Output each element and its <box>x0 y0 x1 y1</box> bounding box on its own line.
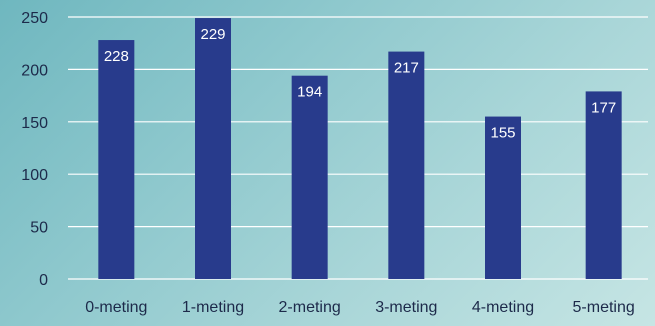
bar <box>388 51 425 279</box>
data-label: 229 <box>200 26 225 43</box>
bar <box>485 116 521 279</box>
bar <box>585 91 622 280</box>
x-tick-label: 3-meting <box>375 299 437 316</box>
bar <box>98 40 135 279</box>
bar <box>291 75 328 279</box>
y-tick-label: 100 <box>21 167 48 184</box>
y-tick-label: 200 <box>21 62 48 79</box>
x-tick-label: 0-meting <box>85 299 147 316</box>
x-tick-label: 5-meting <box>573 299 635 316</box>
y-tick-label: 50 <box>30 220 48 237</box>
data-label: 194 <box>297 84 322 101</box>
data-label: 155 <box>490 125 515 142</box>
data-label: 228 <box>104 48 129 65</box>
data-label: 177 <box>591 99 616 116</box>
y-tick-label: 0 <box>39 272 48 289</box>
data-label: 217 <box>394 60 419 77</box>
y-tick-label: 150 <box>21 115 48 132</box>
x-tick-label: 4-meting <box>472 299 534 316</box>
x-tick-label: 2-meting <box>279 299 341 316</box>
x-tick-label: 1-meting <box>182 299 244 316</box>
bar <box>195 18 231 279</box>
y-tick-label: 250 <box>21 10 48 27</box>
